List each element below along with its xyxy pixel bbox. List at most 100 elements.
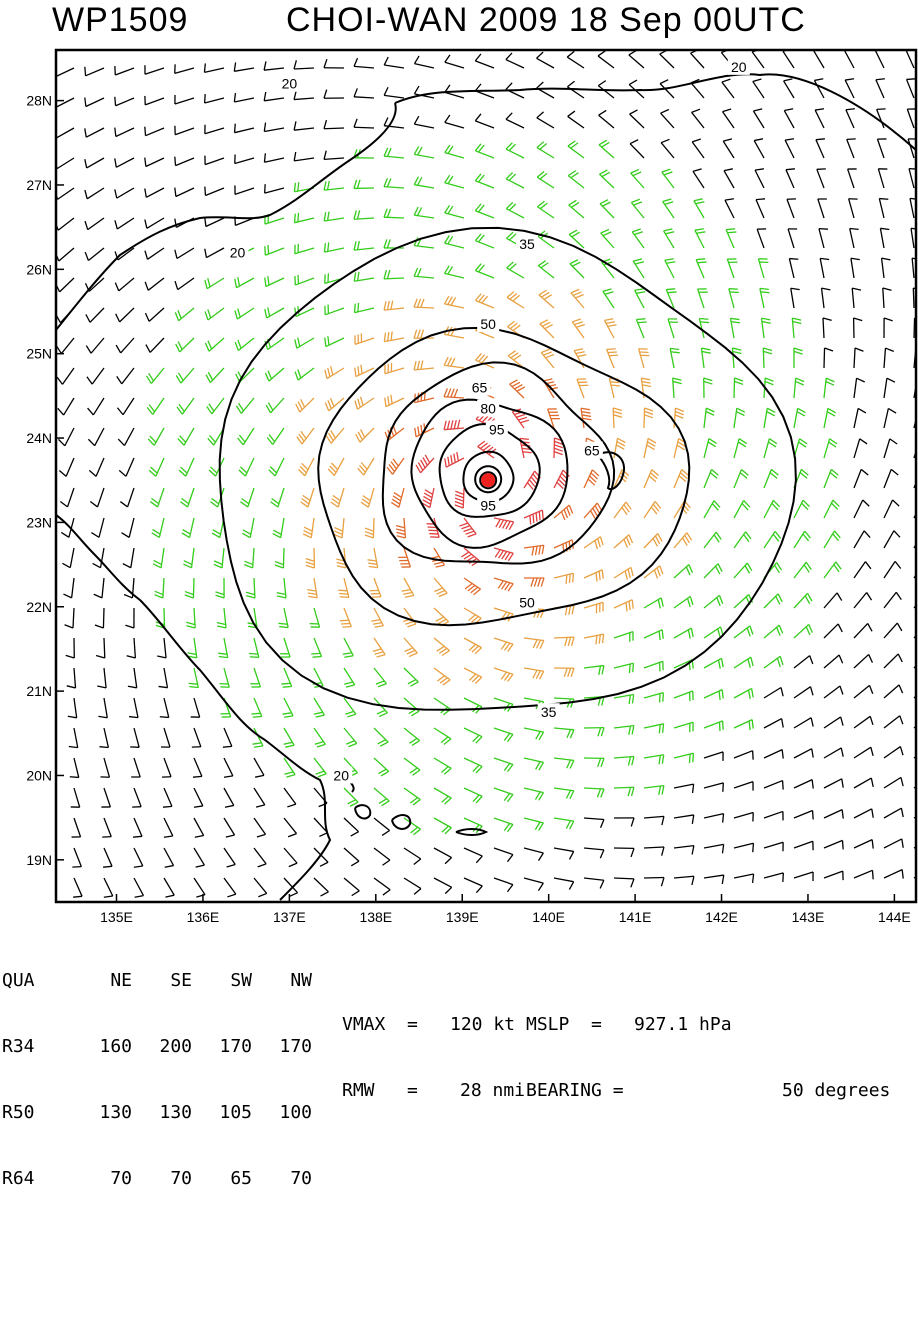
wind-barb bbox=[189, 668, 199, 688]
wind-barb bbox=[794, 593, 812, 608]
wind-barb bbox=[264, 61, 284, 70]
wind-barb bbox=[524, 818, 543, 830]
wind-barb bbox=[537, 171, 554, 188]
wind-barb bbox=[182, 518, 194, 538]
wind-barb bbox=[69, 728, 78, 748]
wind-barb bbox=[876, 79, 885, 98]
wind-barb bbox=[416, 455, 434, 473]
wind-barb bbox=[571, 289, 584, 308]
wind-barb bbox=[162, 758, 171, 777]
wind-barb bbox=[554, 788, 574, 799]
wind-barb bbox=[117, 368, 134, 384]
wind-barb bbox=[848, 169, 857, 188]
wind-barb bbox=[134, 848, 143, 867]
wind-barb bbox=[734, 874, 754, 883]
wind-barb bbox=[692, 139, 704, 158]
wind-barb bbox=[414, 177, 434, 188]
wind-barb bbox=[734, 563, 752, 578]
wind-barb bbox=[87, 368, 104, 384]
wind-barb bbox=[761, 318, 770, 338]
wind-barb bbox=[884, 531, 900, 548]
wind-barb bbox=[824, 655, 843, 668]
wind-barb bbox=[824, 348, 833, 368]
wind-barb bbox=[269, 458, 284, 476]
wind-barb bbox=[85, 67, 104, 76]
wind-barb bbox=[344, 698, 356, 717]
wind-barb bbox=[455, 488, 464, 508]
wind-barb bbox=[584, 666, 604, 675]
wind-barb bbox=[704, 408, 714, 428]
table-header-row: QUA NE SE SW NW bbox=[2, 970, 45, 992]
wind-barb bbox=[85, 218, 104, 230]
wind-barb bbox=[854, 500, 869, 518]
wind-barb bbox=[494, 878, 513, 892]
wind-barb bbox=[850, 228, 859, 248]
wind-barb bbox=[698, 289, 708, 308]
wind-barb bbox=[404, 668, 418, 686]
wind-barb bbox=[72, 818, 81, 837]
contour-label: 95 bbox=[489, 422, 505, 438]
wind-barb bbox=[729, 289, 739, 308]
wind-barb bbox=[854, 654, 872, 668]
wind-barb bbox=[824, 686, 843, 698]
wind-barb bbox=[794, 624, 812, 638]
wind-barb bbox=[704, 658, 723, 668]
wind-barb bbox=[146, 338, 164, 352]
wind-barb bbox=[763, 348, 772, 368]
contour-line bbox=[383, 362, 614, 563]
wind-barb bbox=[884, 716, 903, 728]
wind-barb bbox=[824, 439, 837, 458]
wind-barb bbox=[884, 592, 901, 608]
wind-barb bbox=[661, 139, 674, 158]
wind-barb bbox=[824, 717, 843, 728]
wind-barb bbox=[354, 272, 374, 281]
wind-barb bbox=[193, 758, 202, 777]
wind-barb bbox=[854, 716, 873, 728]
wind-barb bbox=[205, 187, 224, 196]
wind-barb bbox=[295, 368, 314, 380]
wind-barb bbox=[824, 810, 843, 819]
wind-barb bbox=[824, 871, 843, 880]
wind-barb bbox=[115, 278, 134, 291]
wind-barb bbox=[445, 55, 464, 68]
wind-barb bbox=[391, 488, 404, 507]
wind-barb bbox=[175, 188, 194, 197]
wind-barb bbox=[235, 338, 254, 350]
wind-barb bbox=[538, 261, 554, 278]
wind-barb bbox=[205, 156, 224, 165]
wind-barb bbox=[205, 125, 224, 134]
wind-barb bbox=[373, 638, 385, 657]
lon-tick-label: 136E bbox=[187, 909, 220, 925]
wind-barb bbox=[884, 777, 903, 788]
wind-barb bbox=[434, 668, 450, 685]
wind-barb bbox=[554, 878, 574, 890]
wind-barb bbox=[145, 127, 164, 136]
wind-barb bbox=[157, 638, 166, 658]
wind-barb bbox=[784, 79, 794, 98]
wind-barb bbox=[507, 292, 524, 308]
wind-barb bbox=[584, 818, 604, 828]
wind-barb bbox=[88, 398, 104, 415]
bearing-value: 50 degrees bbox=[782, 1080, 890, 1102]
cell-value: 170 bbox=[262, 1036, 312, 1058]
wind-barb bbox=[704, 721, 723, 731]
wind-barb bbox=[344, 788, 358, 806]
wind-barb bbox=[404, 638, 417, 657]
contour-label: 20 bbox=[230, 244, 246, 260]
wind-barb bbox=[854, 469, 868, 488]
wind-barb bbox=[633, 259, 644, 278]
wind-barb bbox=[324, 120, 344, 129]
wind-barb bbox=[673, 378, 682, 398]
wind-barb bbox=[355, 303, 374, 313]
wind-barb bbox=[494, 698, 513, 712]
wind-barb bbox=[445, 205, 464, 218]
wind-barb bbox=[246, 578, 255, 598]
wind-barb bbox=[849, 199, 858, 218]
wind-barb bbox=[884, 839, 903, 848]
wind-barb bbox=[760, 288, 770, 308]
wind-barb bbox=[207, 398, 224, 414]
wind-barb bbox=[524, 848, 543, 861]
wind-barb bbox=[343, 638, 353, 657]
wind-barb bbox=[584, 758, 604, 767]
wind-barb bbox=[854, 840, 873, 849]
